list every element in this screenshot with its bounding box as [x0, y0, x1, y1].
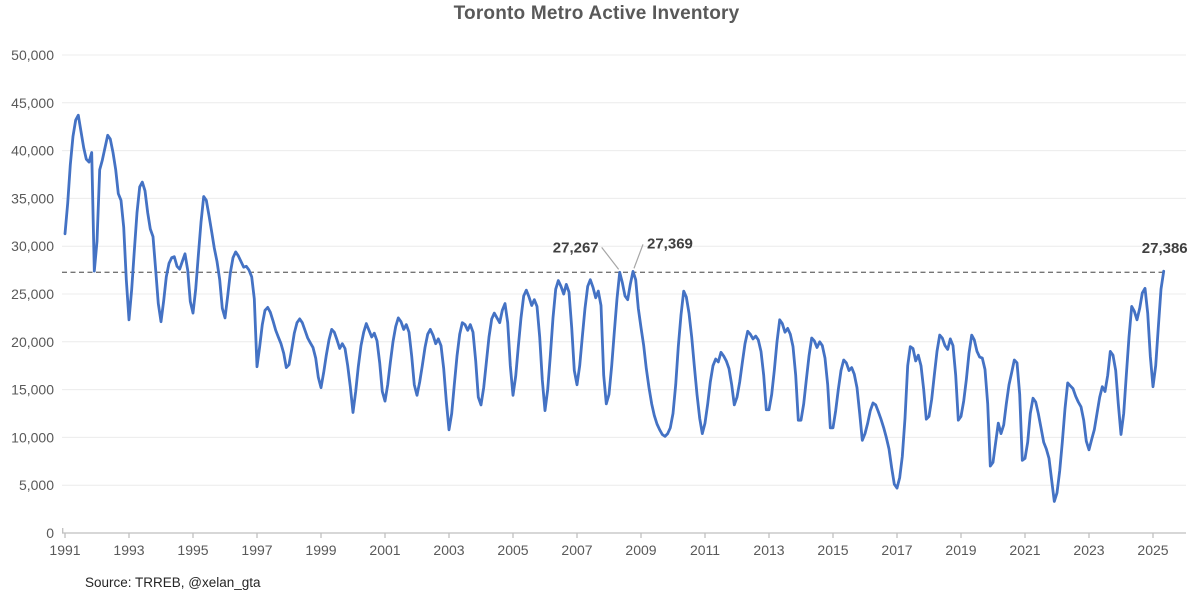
- annotations: 27,267 27,369 27,386: [553, 235, 1188, 270]
- y-axis-label: 5,000: [19, 477, 54, 493]
- y-axis-label: 35,000: [11, 190, 54, 206]
- x-axis-label: 1995: [177, 542, 208, 558]
- x-axis-label: 2013: [753, 542, 784, 558]
- x-axis-label: 1997: [241, 542, 272, 558]
- y-axis-labels: 0 5,000 10,000 15,000 20,000 25,000 30,000 35,0…: [11, 47, 54, 541]
- annotation-value-label: 27,369: [647, 235, 693, 252]
- y-axis-label: 10,000: [11, 429, 54, 445]
- inventory-line: [63, 113, 1166, 503]
- x-axis-label: 2023: [1073, 542, 1104, 558]
- x-axis: 1991 1993 1995 1997 1999 2001 2003 2005 2007 2009…: [49, 528, 1186, 558]
- x-axis-label: 2009: [625, 542, 656, 558]
- source-note: Source: TRREB, @xelan_gta: [85, 575, 261, 590]
- annotation-value-label: 27,386: [1142, 240, 1188, 257]
- annotation-leader-line: [633, 244, 644, 269]
- y-axis-label: 45,000: [11, 95, 54, 111]
- x-axis-label: 2007: [561, 542, 592, 558]
- x-axis-label: 2017: [881, 542, 912, 558]
- x-axis-label: 2005: [497, 542, 528, 558]
- x-axis-label: 1999: [305, 542, 336, 558]
- active-inventory-series: [63, 113, 1166, 503]
- x-axis-label: 2003: [433, 542, 464, 558]
- y-axis-label: 20,000: [11, 334, 54, 350]
- x-axis-label: 2019: [945, 542, 976, 558]
- x-axis-label: 2001: [369, 542, 400, 558]
- y-axis-label: 15,000: [11, 382, 54, 398]
- y-axis-label: 30,000: [11, 238, 54, 254]
- x-axis-label: 2025: [1137, 542, 1168, 558]
- y-axis-label: 40,000: [11, 143, 54, 159]
- chart-title: Toronto Metro Active Inventory: [453, 3, 740, 24]
- x-axis-label: 2011: [690, 542, 720, 558]
- annotation-value-label: 27,267: [553, 239, 599, 256]
- y-axis-label: 50,000: [11, 47, 54, 63]
- x-axis-label: 1991: [49, 542, 80, 558]
- y-axis-label: 25,000: [11, 286, 54, 302]
- x-axis-label: 2015: [817, 542, 848, 558]
- x-axis-label: 2021: [1009, 542, 1040, 558]
- y-axis-label: 0: [46, 525, 54, 541]
- annotation-leader-line: [601, 246, 620, 270]
- x-axis-label: 1993: [113, 542, 144, 558]
